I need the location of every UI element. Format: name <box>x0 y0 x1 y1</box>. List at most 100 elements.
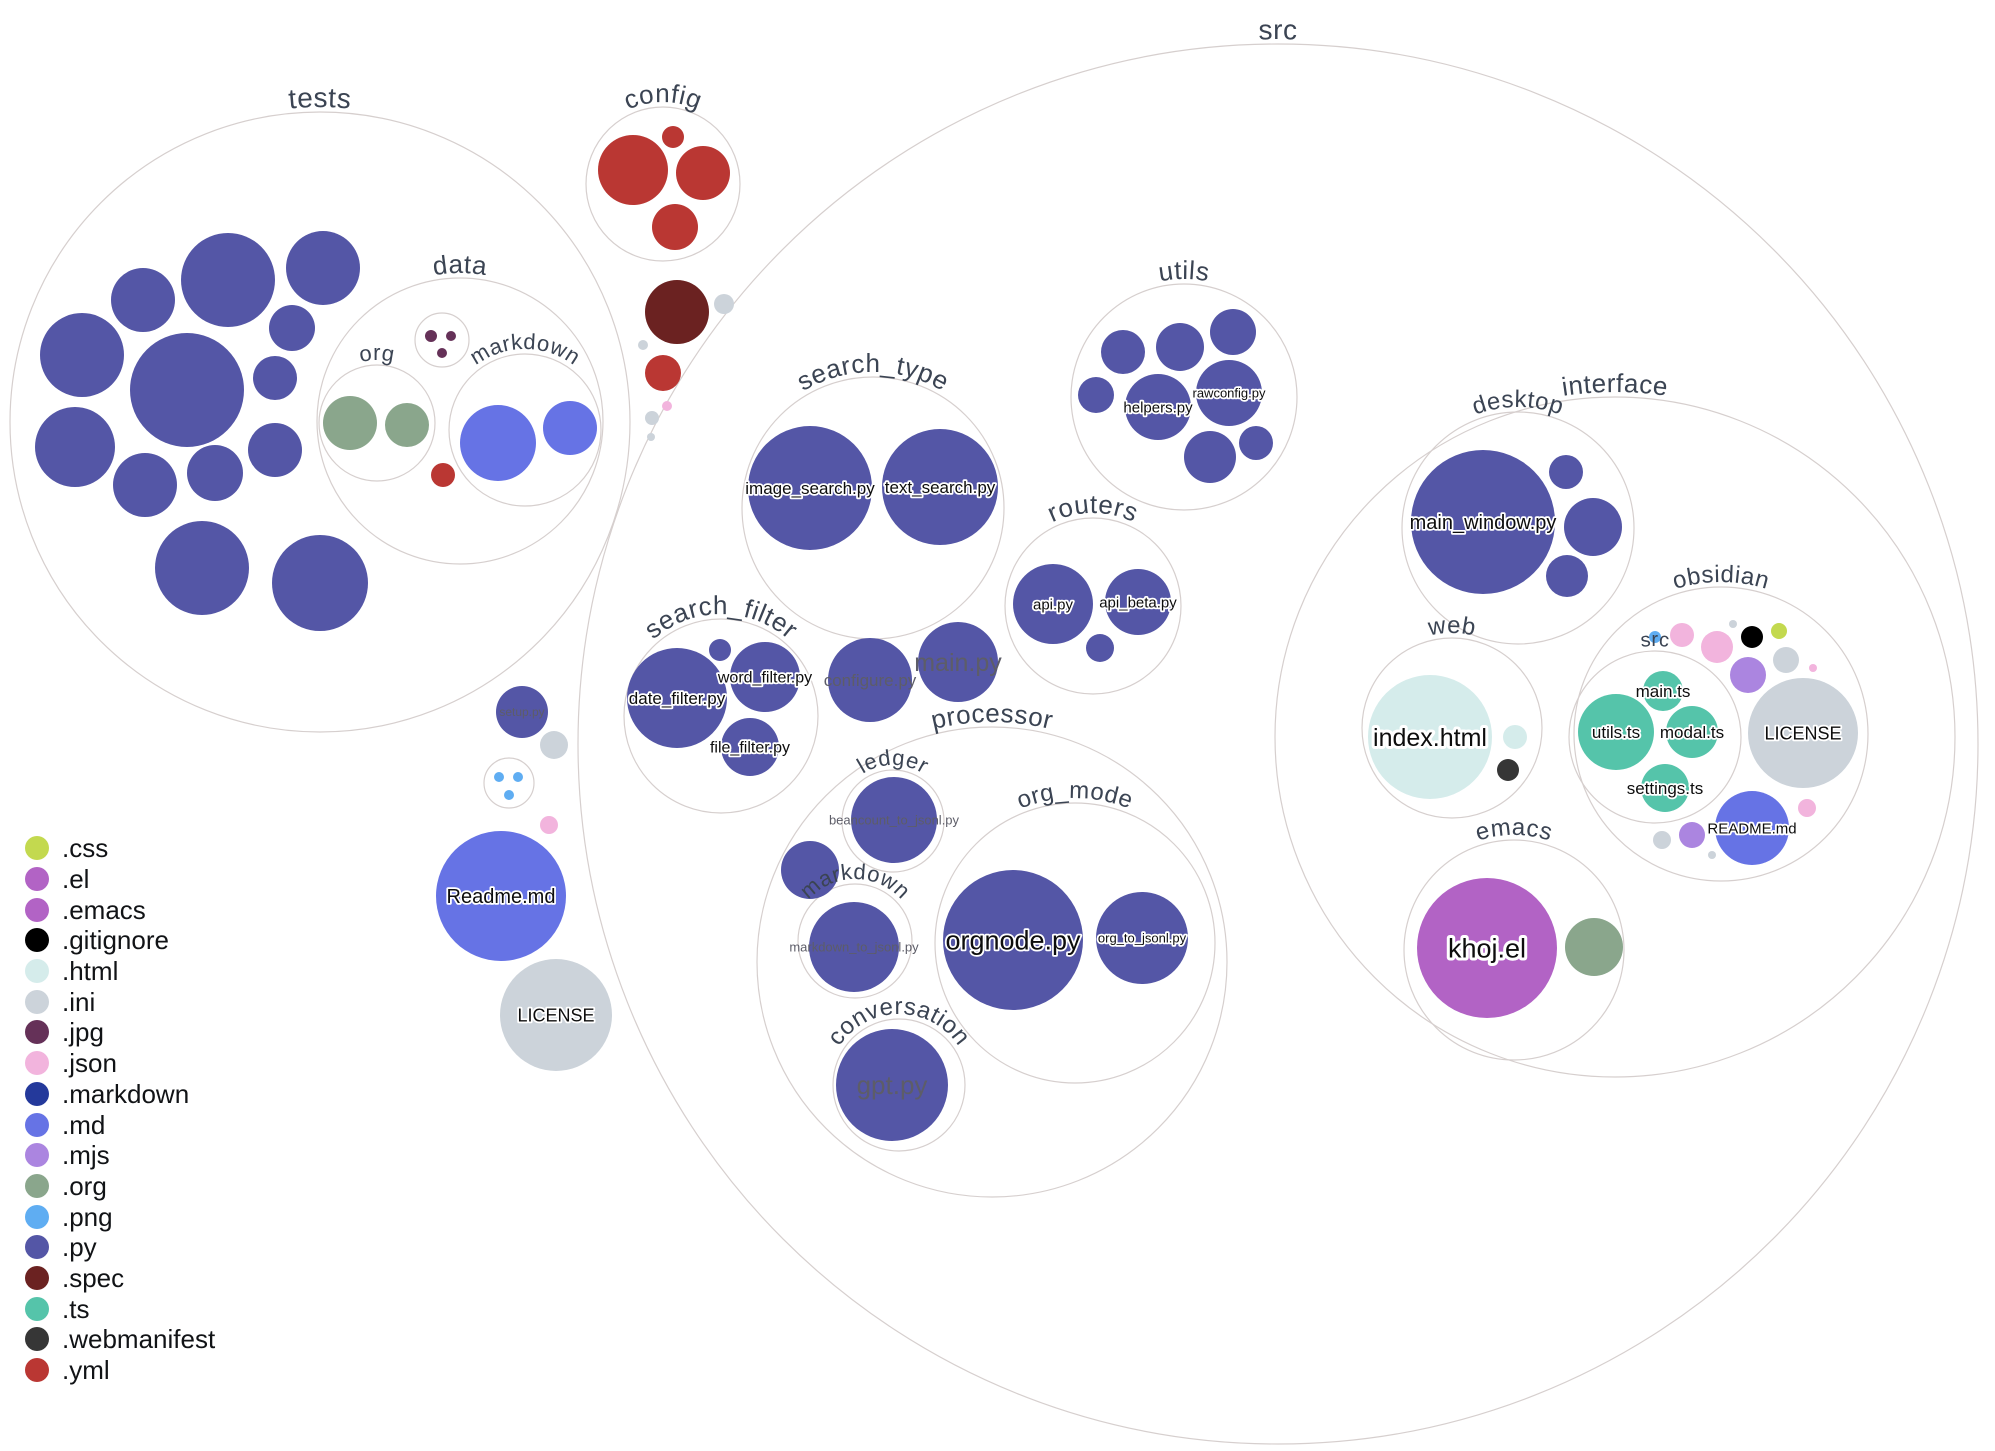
dir-label-org: org <box>357 340 397 367</box>
legend-item-mjs: .mjs <box>25 1140 215 1171</box>
legend-swatch-emacs <box>25 897 49 922</box>
file-circle-png-36 <box>504 790 514 800</box>
file-label-main_window.py: main_window.py <box>1410 512 1557 534</box>
file-label-modal.ts: modal.ts <box>1660 723 1724 742</box>
file-circle-json-37 <box>540 816 558 834</box>
file-circle-configure.py <box>828 638 912 722</box>
dir-circle-desktop <box>1401 411 1635 645</box>
file-label-markdown_to_jsonl.py: markdown_to_jsonl.py <box>789 940 919 955</box>
file-circle-date_filter.py <box>627 648 727 748</box>
file-circle-py-68 <box>1546 555 1588 597</box>
legend-item-py: .py <box>25 1232 215 1263</box>
legend-item-markdown: .markdown <box>25 1079 215 1110</box>
file-circle-md-26 <box>460 405 536 481</box>
legend-swatch-mjs <box>25 1143 49 1168</box>
file-circle-word_filter.py <box>730 642 800 712</box>
file-circle-jpg-28 <box>425 330 437 342</box>
file-circle-py-59 <box>781 841 839 899</box>
file-circle-LICENSE <box>500 959 612 1071</box>
file-circle-json-75 <box>1670 623 1694 647</box>
file-circle-json-85 <box>1798 799 1816 817</box>
file-label-rawconfig.py: rawconfig.py <box>1193 386 1266 401</box>
legend-label-yml: .yml <box>62 1355 110 1386</box>
file-circle-py-52 <box>1210 309 1256 355</box>
file-label-beancount_to_jsonl.py: beancount_to_jsonl.py <box>829 813 960 828</box>
dir-circle-org_mode <box>934 802 1216 1084</box>
legend-item-org: .org <box>25 1171 215 1202</box>
file-circle-py-5 <box>130 333 244 447</box>
dir-label-tests: tests <box>287 82 352 114</box>
dir-label-desktop: desktop <box>1469 386 1567 420</box>
file-circle-khoj.el <box>1417 878 1557 1018</box>
legend-label-spec: .spec <box>62 1262 125 1293</box>
file-circle-png-34 <box>494 772 504 782</box>
file-label-settings.ts: settings.ts <box>1627 779 1704 798</box>
file-label-api_beta.py: api_beta.py <box>1099 594 1177 611</box>
file-circle-setup.py <box>496 686 548 738</box>
dir-circle-emacs <box>1403 839 1625 1061</box>
file-label-Readme.md: Readme.md <box>447 886 556 908</box>
legend-swatch-spec <box>25 1265 49 1290</box>
file-circle-Readme.md <box>436 831 566 961</box>
legend-swatch-html <box>25 959 49 984</box>
legend-label-md: .md <box>62 1109 106 1140</box>
dir-circle-config <box>585 106 741 262</box>
file-circle-json-81 <box>1809 664 1817 672</box>
file-circle-LICENSE <box>1748 678 1858 788</box>
dir-circle-group-21 <box>414 312 470 368</box>
legend-label-emacs: .emacs <box>62 894 146 925</box>
dir-label-processor: processor <box>928 698 1056 735</box>
dir-label-interface: interface <box>1560 368 1670 402</box>
file-circle-main.py <box>918 622 998 702</box>
legend-swatch-png <box>25 1204 49 1229</box>
file-circle-py-11 <box>155 521 249 615</box>
file-circle-png-35 <box>513 772 523 782</box>
legend-swatch-ini <box>25 989 49 1014</box>
file-circle-py-8 <box>113 453 177 517</box>
file-circle-text_search.py <box>882 429 998 545</box>
file-circle-html-70 <box>1503 725 1527 749</box>
dir-circle-routers <box>1004 517 1182 695</box>
file-circle-py-51 <box>1156 323 1204 371</box>
file-label-word_filter.py: word_filter.py <box>717 670 812 687</box>
dir-circle-utils <box>1070 283 1298 511</box>
legend-label-gitignore: .gitignore <box>62 925 169 956</box>
file-circle-org_to_jsonl.py <box>1096 892 1188 984</box>
file-label-image_search.py: image_search.py <box>745 479 875 498</box>
file-circle-org-73 <box>1565 918 1623 976</box>
file-circle-json-21 <box>662 401 672 411</box>
file-circle-py-6 <box>253 356 297 400</box>
dir-circle-src <box>577 43 1979 1445</box>
legend-item-webmanifest: .webmanifest <box>25 1324 215 1355</box>
legend-item-png: .png <box>25 1201 215 1232</box>
file-circle-yml-16 <box>652 204 698 250</box>
file-circle-py-9 <box>187 445 243 501</box>
file-circle-helpers.py <box>1125 374 1191 440</box>
file-label-setup.py: setup.py <box>499 705 544 719</box>
file-circle-py-53 <box>1078 377 1114 413</box>
file-circle-settings.ts <box>1641 764 1689 812</box>
legend-swatch-gitignore <box>25 928 49 953</box>
file-circle-ini-88 <box>1708 851 1716 859</box>
dir-circle-data <box>316 277 604 565</box>
dir-circle-markdown <box>797 883 913 999</box>
dir-label-markdown: markdown <box>465 329 585 370</box>
file-circle-ini-23 <box>647 433 655 441</box>
legend-label-webmanifest: .webmanifest <box>62 1324 216 1355</box>
file-circle-py-47 <box>709 639 731 661</box>
dir-circle-tests <box>9 111 631 733</box>
file-circle-org-25 <box>385 403 429 447</box>
file-circle-rawconfig.py <box>1196 360 1262 426</box>
file-label-main.py: main.py <box>914 649 1002 677</box>
file-circle-ini-19 <box>638 340 648 350</box>
dir-circle-obsidian <box>1573 586 1869 882</box>
legend-label-mjs: .mjs <box>62 1140 110 1171</box>
dir-circle-ledger <box>841 769 945 873</box>
file-circle-py-3 <box>286 231 360 305</box>
file-label-main.ts: main.ts <box>1636 682 1691 701</box>
file-circle-orgnode.py <box>943 870 1083 1010</box>
file-circle-spec-17 <box>645 280 709 344</box>
legend-label-org: .org <box>62 1170 107 1201</box>
